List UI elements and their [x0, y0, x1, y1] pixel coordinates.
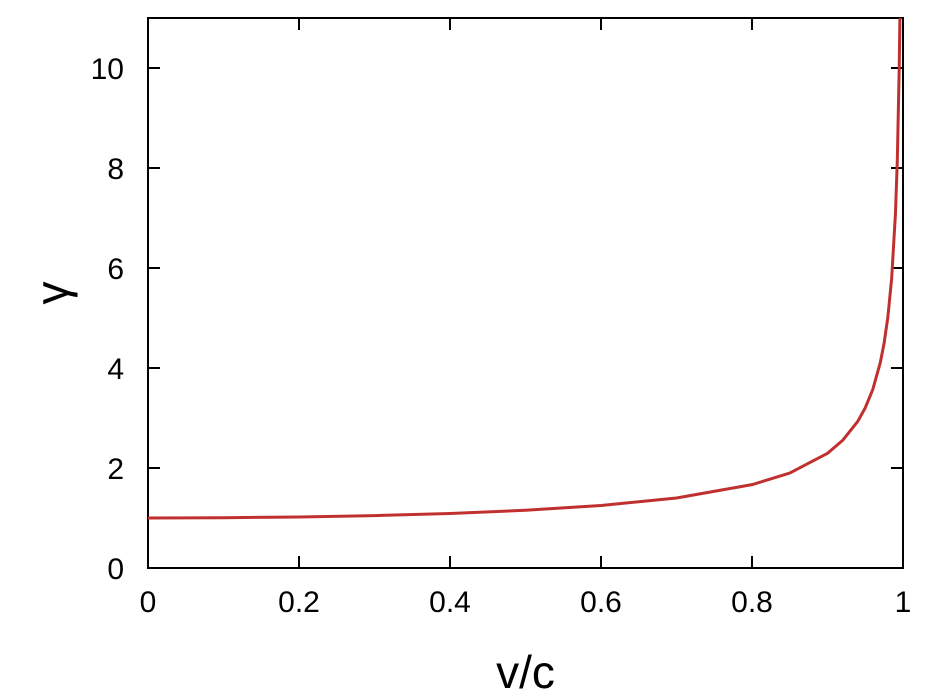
y-tick-label: 10 [91, 53, 124, 86]
y-tick-label: 0 [107, 553, 124, 586]
x-tick-label: 0.4 [429, 586, 471, 619]
x-tick-label: 0.6 [580, 586, 622, 619]
series-line [147, 17, 902, 520]
x-axis-ticks: 0 0.2 0.4 0.6 0.8 1 [140, 18, 912, 619]
x-tick-label: 1 [895, 586, 912, 619]
x-tick-label: 0.2 [278, 586, 320, 619]
y-tick-label: 6 [107, 253, 124, 286]
y-axis-ticks: 0 2 4 6 8 10 [91, 53, 903, 586]
plot-border [147, 17, 904, 569]
x-tick-label: 0 [140, 586, 157, 619]
y-tick-label: 4 [107, 353, 124, 386]
plot-frame [147, 17, 904, 569]
y-tick-label: 2 [107, 453, 124, 486]
y-tick-label: 8 [107, 153, 124, 186]
x-axis-label: v/c [496, 646, 555, 697]
x-tick-label: 0.8 [731, 586, 773, 619]
series-layer [147, 17, 902, 520]
y-axis-label: γ [26, 282, 78, 305]
